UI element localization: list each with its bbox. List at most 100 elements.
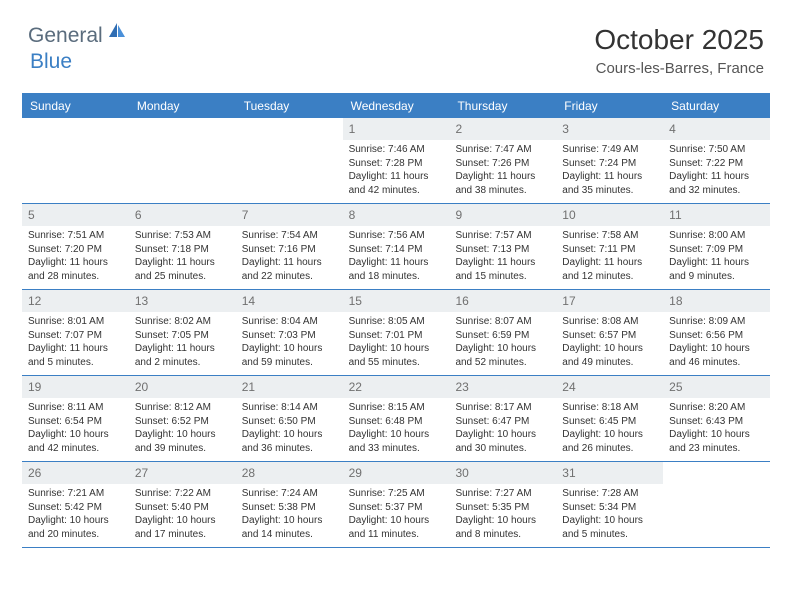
day-info-line: and 39 minutes.	[135, 442, 232, 456]
day-info-line: Daylight: 11 hours	[669, 256, 766, 270]
day-number: 7	[242, 208, 249, 222]
day-number: 18	[669, 294, 682, 308]
day-info-line: Sunset: 7:26 PM	[455, 157, 552, 171]
day-info-line: Sunset: 6:48 PM	[349, 415, 446, 429]
day-cell: 11Sunrise: 8:00 AMSunset: 7:09 PMDayligh…	[663, 204, 770, 289]
day-cell	[236, 118, 343, 203]
day-cell: 16Sunrise: 8:07 AMSunset: 6:59 PMDayligh…	[449, 290, 556, 375]
day-info-line: Daylight: 11 hours	[349, 170, 446, 184]
day-info-line: Daylight: 11 hours	[135, 342, 232, 356]
day-info-line: and 33 minutes.	[349, 442, 446, 456]
day-header: Thursday	[449, 95, 556, 118]
day-info-line: Daylight: 10 hours	[135, 514, 232, 528]
day-info: Sunrise: 7:22 AMSunset: 5:40 PMDaylight:…	[135, 487, 232, 541]
day-header-row: SundayMondayTuesdayWednesdayThursdayFrid…	[22, 95, 770, 118]
day-num-row: 3	[556, 118, 663, 140]
day-number: 9	[455, 208, 462, 222]
day-info-line: Sunset: 7:28 PM	[349, 157, 446, 171]
day-number: 22	[349, 380, 362, 394]
day-info-line: Daylight: 10 hours	[135, 428, 232, 442]
day-number: 12	[28, 294, 41, 308]
day-info: Sunrise: 8:17 AMSunset: 6:47 PMDaylight:…	[455, 401, 552, 455]
day-num-row: 4	[663, 118, 770, 140]
day-number: 8	[349, 208, 356, 222]
day-info-line: Sunrise: 8:17 AM	[455, 401, 552, 415]
day-info-line: and 8 minutes.	[455, 528, 552, 542]
day-info-line: Sunrise: 7:58 AM	[562, 229, 659, 243]
day-num-row: 24	[556, 376, 663, 398]
day-cell: 4Sunrise: 7:50 AMSunset: 7:22 PMDaylight…	[663, 118, 770, 203]
day-info-line: Sunset: 7:16 PM	[242, 243, 339, 257]
day-info-line: and 9 minutes.	[669, 270, 766, 284]
day-cell: 23Sunrise: 8:17 AMSunset: 6:47 PMDayligh…	[449, 376, 556, 461]
day-info: Sunrise: 7:24 AMSunset: 5:38 PMDaylight:…	[242, 487, 339, 541]
day-number: 5	[28, 208, 35, 222]
day-info-line: and 25 minutes.	[135, 270, 232, 284]
day-cell: 29Sunrise: 7:25 AMSunset: 5:37 PMDayligh…	[343, 462, 450, 547]
day-num-row: 30	[449, 462, 556, 484]
day-num-row: 1	[343, 118, 450, 140]
day-num-row: 25	[663, 376, 770, 398]
day-info-line: Sunset: 7:24 PM	[562, 157, 659, 171]
day-num-row: 13	[129, 290, 236, 312]
day-info-line: Daylight: 11 hours	[455, 170, 552, 184]
day-number: 3	[562, 122, 569, 136]
day-info-line: Sunset: 7:09 PM	[669, 243, 766, 257]
day-info-line: Sunset: 7:05 PM	[135, 329, 232, 343]
day-info-line: Sunrise: 8:01 AM	[28, 315, 125, 329]
day-info-line: and 36 minutes.	[242, 442, 339, 456]
day-cell	[22, 118, 129, 203]
day-info-line: Sunset: 5:34 PM	[562, 501, 659, 515]
day-number: 29	[349, 466, 362, 480]
day-info-line: Daylight: 10 hours	[349, 342, 446, 356]
day-info-line: Daylight: 10 hours	[669, 428, 766, 442]
day-info-line: Sunset: 5:37 PM	[349, 501, 446, 515]
day-cell: 22Sunrise: 8:15 AMSunset: 6:48 PMDayligh…	[343, 376, 450, 461]
day-info-line: Daylight: 11 hours	[28, 342, 125, 356]
day-number: 10	[562, 208, 575, 222]
day-info-line: and 28 minutes.	[28, 270, 125, 284]
day-info-line: and 42 minutes.	[28, 442, 125, 456]
day-info: Sunrise: 8:09 AMSunset: 6:56 PMDaylight:…	[669, 315, 766, 369]
day-cell: 17Sunrise: 8:08 AMSunset: 6:57 PMDayligh…	[556, 290, 663, 375]
day-header: Saturday	[663, 95, 770, 118]
week-row: 19Sunrise: 8:11 AMSunset: 6:54 PMDayligh…	[22, 376, 770, 462]
day-cell: 28Sunrise: 7:24 AMSunset: 5:38 PMDayligh…	[236, 462, 343, 547]
day-info-line: Sunset: 7:18 PM	[135, 243, 232, 257]
day-info: Sunrise: 7:53 AMSunset: 7:18 PMDaylight:…	[135, 229, 232, 283]
day-info: Sunrise: 7:21 AMSunset: 5:42 PMDaylight:…	[28, 487, 125, 541]
day-num-row: 20	[129, 376, 236, 398]
day-info: Sunrise: 8:05 AMSunset: 7:01 PMDaylight:…	[349, 315, 446, 369]
day-info-line: Daylight: 10 hours	[28, 428, 125, 442]
day-info-line: Sunrise: 8:11 AM	[28, 401, 125, 415]
day-info-line: Daylight: 10 hours	[562, 514, 659, 528]
day-info-line: Sunrise: 7:28 AM	[562, 487, 659, 501]
day-number: 6	[135, 208, 142, 222]
day-info-line: Sunset: 5:38 PM	[242, 501, 339, 515]
day-info-line: Daylight: 11 hours	[669, 170, 766, 184]
day-info-line: Daylight: 11 hours	[562, 170, 659, 184]
day-info-line: Sunrise: 7:54 AM	[242, 229, 339, 243]
day-cell: 1 Sunrise: 7:46 AMSunset: 7:28 PMDaylight…	[343, 118, 450, 203]
day-info-line: Daylight: 11 hours	[349, 256, 446, 270]
day-info-line: Daylight: 11 hours	[28, 256, 125, 270]
day-info-line: Daylight: 11 hours	[455, 256, 552, 270]
day-number: 30	[455, 466, 468, 480]
day-cell: 31Sunrise: 7:28 AMSunset: 5:34 PMDayligh…	[556, 462, 663, 547]
day-info-line: Sunset: 7:20 PM	[28, 243, 125, 257]
header: General October 2025 Cours-les-Barres, F…	[0, 0, 792, 83]
day-info-line: Sunset: 6:52 PM	[135, 415, 232, 429]
day-info-line: Sunset: 7:13 PM	[455, 243, 552, 257]
day-info-line: Sunrise: 7:46 AM	[349, 143, 446, 157]
day-cell: 24Sunrise: 8:18 AMSunset: 6:45 PMDayligh…	[556, 376, 663, 461]
week-row: 12Sunrise: 8:01 AMSunset: 7:07 PMDayligh…	[22, 290, 770, 376]
day-number: 21	[242, 380, 255, 394]
day-header: Friday	[556, 95, 663, 118]
day-info-line: Sunrise: 8:12 AM	[135, 401, 232, 415]
week-row: 5Sunrise: 7:51 AMSunset: 7:20 PMDaylight…	[22, 204, 770, 290]
month-title: October 2025	[594, 24, 764, 56]
day-info-line: Sunset: 7:07 PM	[28, 329, 125, 343]
day-num-row: 5	[22, 204, 129, 226]
day-num-row: 9	[449, 204, 556, 226]
day-info: Sunrise: 7:28 AMSunset: 5:34 PMDaylight:…	[562, 487, 659, 541]
